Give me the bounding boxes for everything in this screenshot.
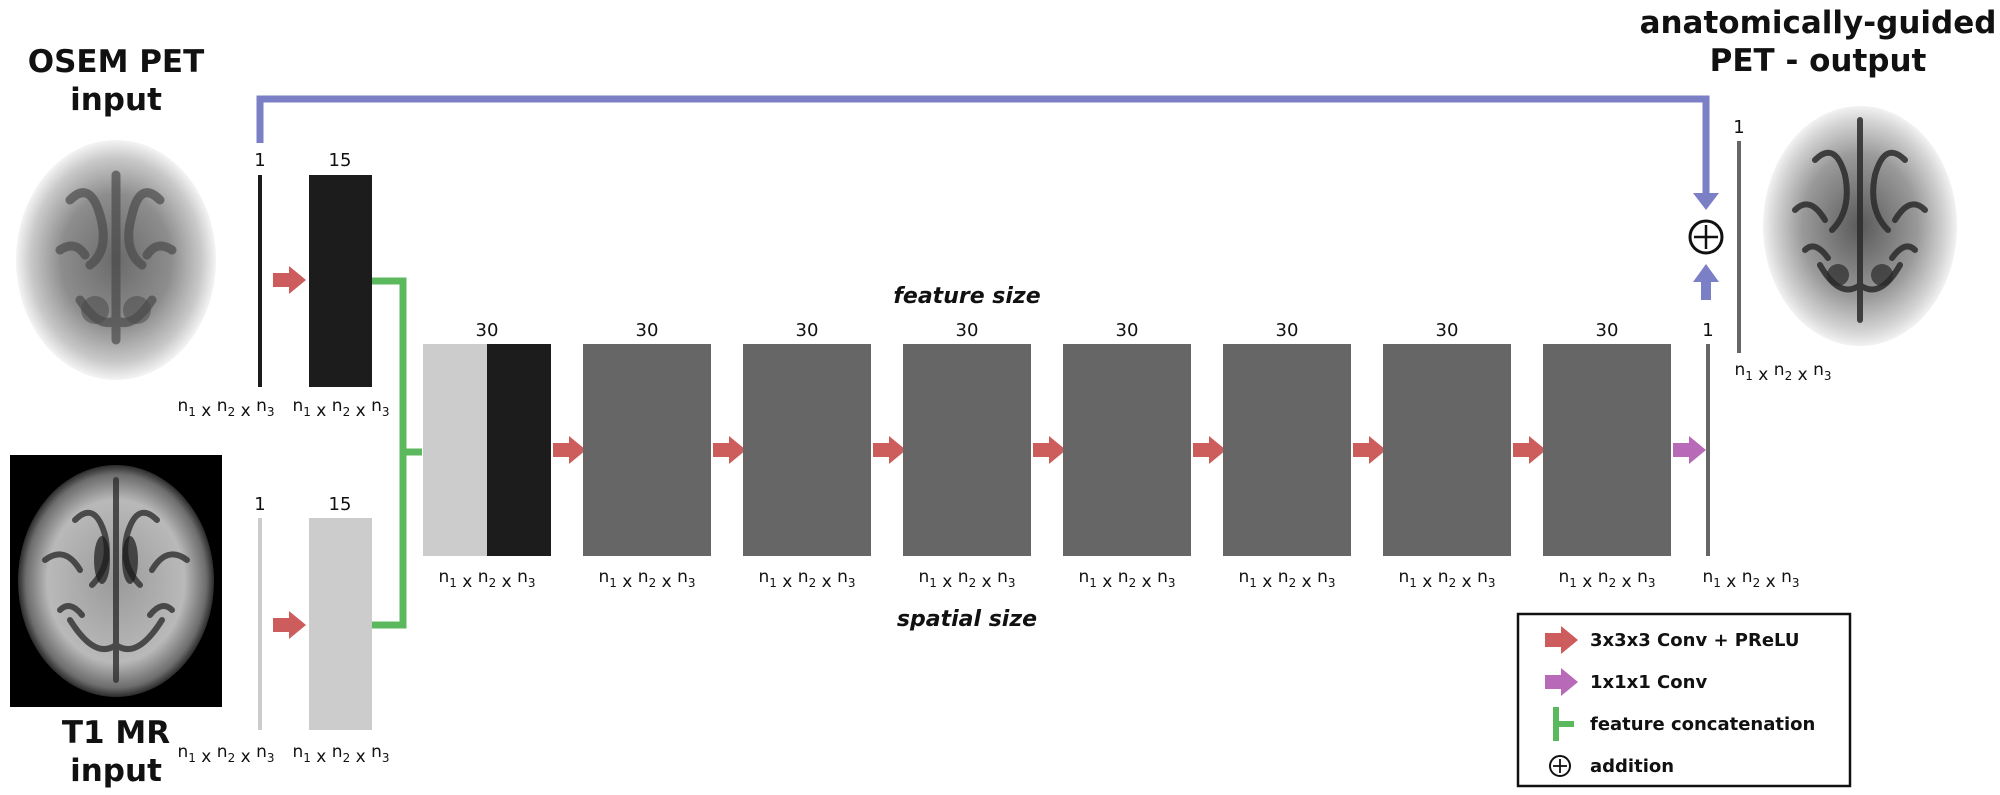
block-8: [1543, 344, 1671, 556]
dim-labels: n1 x n2 x n3 n1 x n2 x n3 n1 x n2 x n3 n…: [177, 360, 1831, 767]
output-final-channels: 1: [1733, 117, 1744, 138]
dim-label-block-5: n1 x n2 x n3: [1078, 567, 1175, 592]
output-up-arrow: [1693, 264, 1719, 300]
legend-addition-label: addition: [1590, 756, 1674, 777]
output-title: anatomically-guided: [1640, 5, 1997, 41]
dim-label-block-6: n1 x n2 x n3: [1238, 567, 1335, 592]
legend-conv1x1-icon: [1545, 668, 1578, 696]
legend-conv1x1-label: 1x1x1 Conv: [1590, 672, 1707, 693]
pet-input-channel-bar: [258, 175, 262, 387]
t1-mr-title: T1 MR: [62, 715, 170, 751]
block-7: [1383, 344, 1511, 556]
output-title-line2: PET - output: [1710, 43, 1927, 79]
mr-conv-channels: 15: [329, 494, 352, 515]
block-5: [1063, 344, 1191, 556]
block-7-channels: 30: [1436, 320, 1459, 341]
conv-arrow-1: [553, 436, 586, 464]
mr-input-channel-bar: [258, 518, 262, 730]
legend-conv-label: 3x3x3 Conv + PReLU: [1590, 630, 1800, 651]
block-5-channels: 30: [1116, 320, 1139, 341]
mr-brain-image: [10, 455, 222, 707]
conv-arrow-4: [1033, 436, 1066, 464]
legend-concat-label: feature concatenation: [1590, 714, 1815, 735]
dim-label-output-conv: n1 x n2 x n3: [1702, 567, 1799, 592]
dim-label-block-1: n1 x n2 x n3: [438, 567, 535, 592]
block-3-channels: 30: [796, 320, 819, 341]
output-brain-image: [1763, 106, 1957, 346]
conv-arrow-2: [713, 436, 746, 464]
block-6-channels: 30: [1276, 320, 1299, 341]
block-2: [583, 344, 711, 556]
dim-label-pet-conv: n1 x n2 x n3: [292, 396, 389, 421]
dim-label-block-8: n1 x n2 x n3: [1558, 567, 1655, 592]
mr-input-channels: 1: [254, 494, 265, 515]
pet-conv-block: [309, 175, 372, 387]
block-4: [903, 344, 1031, 556]
pet-input-channels: 1: [254, 150, 265, 171]
skip-connection-line: [256, 95, 1710, 195]
legend-conv-icon: [1545, 626, 1578, 654]
conv-arrow-5: [1193, 436, 1226, 464]
conv1x1-arrow: [1673, 436, 1706, 464]
dim-label-block-2: n1 x n2 x n3: [598, 567, 695, 592]
addition-icon: [1688, 219, 1724, 255]
block-1-channels: 30: [476, 320, 499, 341]
block-3: [743, 344, 871, 556]
pet-conv-arrow: [273, 266, 306, 294]
osem-pet-title: OSEM PET: [28, 44, 205, 80]
spatial-size-label: spatial size: [897, 607, 1037, 632]
dim-label-block-7: n1 x n2 x n3: [1398, 567, 1495, 592]
concatenation-bracket: [372, 277, 407, 629]
dim-label-block-3: n1 x n2 x n3: [758, 567, 855, 592]
dim-label-mr-input: n1 x n2 x n3: [177, 742, 274, 767]
mr-conv-arrow: [273, 611, 306, 639]
conv-arrow-7: [1513, 436, 1546, 464]
output-conv-channels: 1: [1702, 320, 1713, 341]
legend-concat-icon: [1553, 707, 1574, 741]
dim-label-pet-input: n1 x n2 x n3: [177, 396, 274, 421]
skip-connection-arrowhead: [1693, 193, 1719, 210]
block-4-channels: 30: [956, 320, 979, 341]
block-6: [1223, 344, 1351, 556]
pet-conv-channels: 15: [329, 150, 352, 171]
dim-label-mr-conv: n1 x n2 x n3: [292, 742, 389, 767]
dim-label-output-final: n1 x n2 x n3: [1734, 360, 1831, 385]
block-8-channels: 30: [1596, 320, 1619, 341]
legend: 3x3x3 Conv + PReLU 1x1x1 Conv feature co…: [1516, 612, 1852, 788]
t1-mr-title-line2: input: [70, 753, 162, 789]
output-conv-bar: [1706, 344, 1710, 556]
legend-addition-icon: [1549, 755, 1571, 777]
feature-size-label: feature size: [893, 284, 1040, 309]
conv-arrow-3: [873, 436, 906, 464]
block-2-channels: 30: [636, 320, 659, 341]
mr-conv-block: [309, 518, 372, 730]
conv-arrow-6: [1353, 436, 1386, 464]
pet-brain-image: [16, 140, 216, 380]
block-1: [423, 344, 551, 556]
output-final-bar: [1737, 141, 1741, 353]
osem-pet-title-line2: input: [70, 82, 162, 118]
dim-label-block-4: n1 x n2 x n3: [918, 567, 1015, 592]
